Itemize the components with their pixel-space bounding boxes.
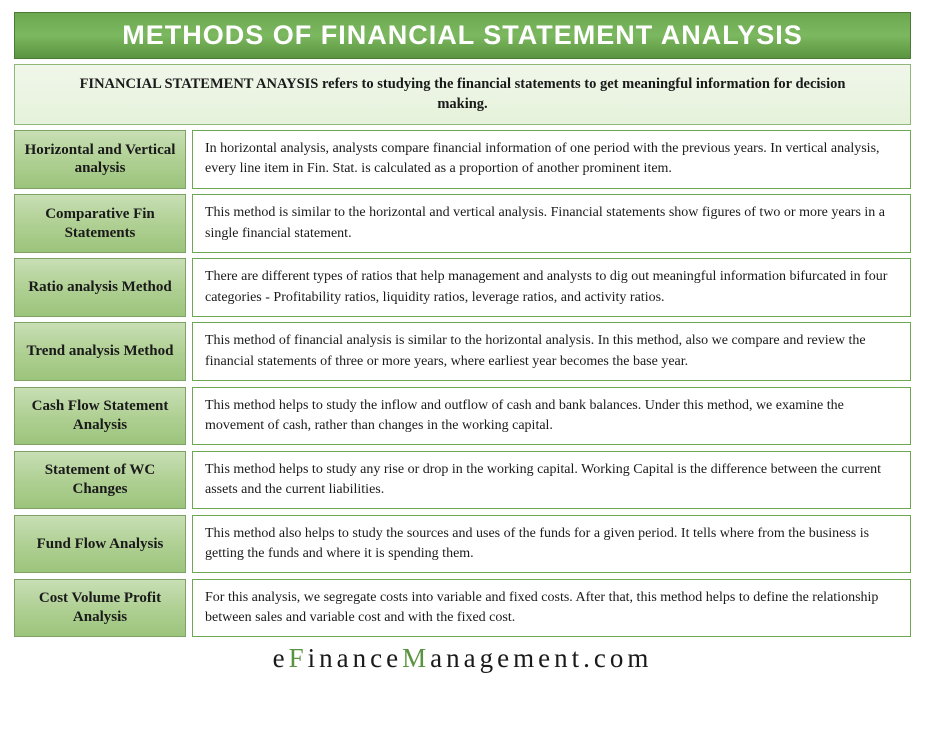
method-row: Ratio analysis Method There are differen… (14, 258, 911, 317)
method-label: Horizontal and Vertical analysis (14, 130, 186, 189)
method-row: Comparative Fin Statements This method i… (14, 194, 911, 253)
subtitle: FINANCIAL STATEMENT ANAYSIS refers to st… (14, 64, 911, 125)
method-description: This method helps to study any rise or d… (192, 451, 911, 510)
method-row: Cash Flow Statement Analysis This method… (14, 387, 911, 446)
method-label: Cash Flow Statement Analysis (14, 387, 186, 446)
method-row: Cost Volume Profit Analysis For this ana… (14, 579, 911, 638)
method-row: Trend analysis Method This method of fin… (14, 322, 911, 381)
footer-text: inance (308, 643, 402, 673)
method-row: Statement of WC Changes This method help… (14, 451, 911, 510)
method-description: This method is similar to the horizontal… (192, 194, 911, 253)
method-row: Horizontal and Vertical analysis In hori… (14, 130, 911, 189)
method-label: Ratio analysis Method (14, 258, 186, 317)
method-description: For this analysis, we segregate costs in… (192, 579, 911, 638)
method-label: Fund Flow Analysis (14, 515, 186, 574)
method-description: This method of financial analysis is sim… (192, 322, 911, 381)
method-description: This method also helps to study the sour… (192, 515, 911, 574)
methods-list: Horizontal and Vertical analysis In hori… (14, 130, 911, 637)
page-title: METHODS OF FINANCIAL STATEMENT ANALYSIS (14, 12, 911, 59)
method-row: Fund Flow Analysis This method also help… (14, 515, 911, 574)
footer-text: e (273, 643, 289, 673)
method-label: Trend analysis Method (14, 322, 186, 381)
footer-text: anagement.com (430, 643, 652, 673)
method-label: Cost Volume Profit Analysis (14, 579, 186, 638)
method-label: Comparative Fin Statements (14, 194, 186, 253)
footer-accent: M (402, 643, 430, 673)
method-description: There are different types of ratios that… (192, 258, 911, 317)
method-label: Statement of WC Changes (14, 451, 186, 510)
footer-brand: eFinanceManagement.com (14, 643, 911, 674)
method-description: This method helps to study the inflow an… (192, 387, 911, 446)
method-description: In horizontal analysis, analysts compare… (192, 130, 911, 189)
footer-accent: F (289, 643, 308, 673)
